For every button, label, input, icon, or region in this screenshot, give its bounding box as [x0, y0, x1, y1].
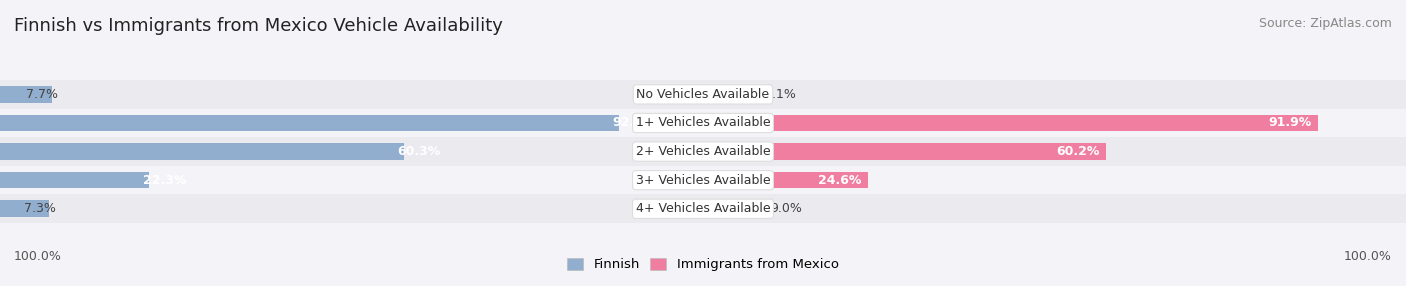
Bar	[0, 137, 703, 166]
Text: 100.0%: 100.0%	[14, 250, 62, 263]
Text: No Vehicles Available: No Vehicles Available	[637, 88, 769, 101]
Bar	[703, 172, 868, 188]
Text: 7.7%: 7.7%	[27, 88, 58, 101]
Text: 100.0%: 100.0%	[1344, 250, 1392, 263]
Text: 22.3%: 22.3%	[142, 174, 186, 187]
Bar	[703, 200, 763, 217]
Bar	[0, 194, 703, 223]
Text: 3+ Vehicles Available: 3+ Vehicles Available	[636, 174, 770, 187]
Text: 1+ Vehicles Available: 1+ Vehicles Available	[636, 116, 770, 130]
Text: 9.0%: 9.0%	[770, 202, 801, 215]
Text: 7.3%: 7.3%	[24, 202, 56, 215]
Bar	[0, 200, 49, 217]
Bar	[0, 172, 149, 188]
Text: 4+ Vehicles Available: 4+ Vehicles Available	[636, 202, 770, 215]
Text: 60.2%: 60.2%	[1056, 145, 1099, 158]
Text: 91.9%: 91.9%	[1268, 116, 1312, 130]
Text: 92.4%: 92.4%	[612, 116, 655, 130]
Text: 24.6%: 24.6%	[818, 174, 860, 187]
Bar	[0, 80, 703, 109]
Bar	[703, 115, 1319, 131]
Bar	[703, 143, 1107, 160]
Bar	[703, 137, 1406, 166]
Bar	[703, 80, 1406, 109]
Bar	[0, 143, 404, 160]
Bar	[0, 86, 52, 103]
Bar	[703, 86, 758, 103]
Bar	[0, 115, 619, 131]
Text: Finnish vs Immigrants from Mexico Vehicle Availability: Finnish vs Immigrants from Mexico Vehicl…	[14, 17, 503, 35]
Text: Source: ZipAtlas.com: Source: ZipAtlas.com	[1258, 17, 1392, 30]
Bar	[0, 166, 703, 194]
Text: 60.3%: 60.3%	[396, 145, 440, 158]
Bar	[703, 166, 1406, 194]
Text: 8.1%: 8.1%	[763, 88, 796, 101]
Bar	[0, 109, 703, 137]
Bar	[703, 194, 1406, 223]
Bar	[703, 109, 1406, 137]
Text: 2+ Vehicles Available: 2+ Vehicles Available	[636, 145, 770, 158]
Legend: Finnish, Immigrants from Mexico: Finnish, Immigrants from Mexico	[562, 253, 844, 277]
